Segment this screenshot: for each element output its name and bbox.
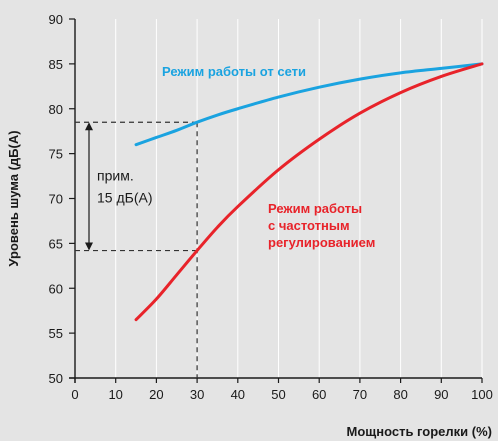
series-line-mains <box>134 62 484 147</box>
labels: Режим работы от сети Режим работы с частот… <box>162 64 375 250</box>
series-label-frequency: регулированием <box>268 235 375 250</box>
annotation-text: 15 дБ(A) <box>97 189 152 205</box>
x-tick-label: 90 <box>434 387 448 402</box>
x-tick-label: 80 <box>393 387 407 402</box>
x-tick-label: 50 <box>271 387 285 402</box>
y-axis-title: Уровень шума (дБ(A) <box>6 130 21 266</box>
x-tick-label: 0 <box>71 387 78 402</box>
y-tick-label: 85 <box>49 57 63 72</box>
y-tick-label: 55 <box>49 326 63 341</box>
x-tick-label: 30 <box>190 387 204 402</box>
series-label-frequency: с частотным <box>268 218 350 233</box>
x-tick-label: 20 <box>149 387 163 402</box>
y-tick-label: 80 <box>49 102 63 117</box>
x-axis-title: Мощность горелки (%) <box>346 424 492 439</box>
series-lines <box>134 62 484 322</box>
x-tick-label: 70 <box>353 387 367 402</box>
y-tick-label: 50 <box>49 371 63 386</box>
y-tick-label: 75 <box>49 147 63 162</box>
y-tick-label: 70 <box>49 192 63 207</box>
axes: 55 60 65 70 75 80 85 90 50 0 10 20 30 40 50 60 70 80 90 100… <box>6 12 493 439</box>
y-tick-label: 60 <box>49 281 63 296</box>
arrow-head-up <box>85 122 93 131</box>
x-tick-label: 100 <box>471 387 493 402</box>
y-tick-label: 65 <box>49 236 63 251</box>
x-tick-label: 10 <box>108 387 122 402</box>
x-tick-label: 40 <box>231 387 245 402</box>
annotation-text: прим. <box>97 167 134 183</box>
annotation: прим. 15 дБ(A) <box>75 121 198 378</box>
x-tick-label: 60 <box>312 387 326 402</box>
series-label-mains: Режим работы от сети <box>162 64 306 79</box>
series-label-frequency: Режим работы <box>268 201 362 216</box>
series-line-frequency <box>134 62 484 322</box>
y-tick-label: 90 <box>49 12 63 27</box>
arrow-head-down <box>85 242 93 251</box>
